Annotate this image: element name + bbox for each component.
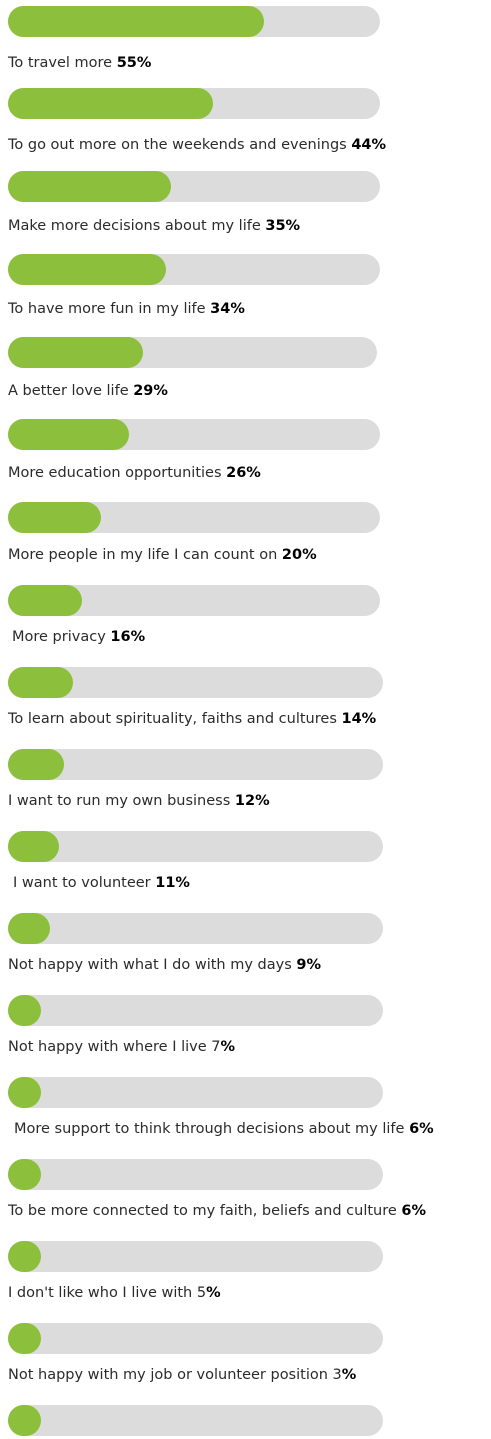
bar-track [8,88,380,119]
bar-track [8,337,377,368]
bar-label: To travel more 55% [8,53,151,73]
bar-value-label: 6% [401,1203,427,1219]
bar-label-text: Not happy with my job or volunteer posit… [8,1367,328,1383]
bar-label: More privacy 16% [12,627,145,647]
bar-value-label: 29% [133,383,168,399]
bar-fill [8,88,213,119]
bar-fill [8,1405,41,1436]
bar-label: Not happy with where I live 7% [8,1037,235,1057]
bar-track [8,254,380,285]
bar-value-label: % [206,1285,221,1301]
bar-track [8,667,383,698]
bar-value-label: 11% [155,875,190,891]
bar-value-label: 44% [351,137,387,153]
bar-value-number: 3 [332,1367,342,1383]
bar-value-label: 16% [110,629,146,645]
bar-label: Not happy with my job or volunteer posit… [8,1365,356,1385]
bar-fill [8,171,171,202]
bar-label-text: To go out more on the weekends and eveni… [8,137,347,153]
bar-label: A better love life 29% [8,381,168,401]
bar-value-label: 20% [281,547,317,563]
bar-track [8,171,380,202]
bar-label: To be more connected to my faith, belief… [8,1201,426,1221]
bar-label-text: To learn about spirituality, faiths and … [8,711,337,727]
bar-fill [8,831,59,862]
bar-label-text: I want to run my own business [8,793,231,809]
bar-value-label: 6% [409,1121,434,1137]
bar-label-text: Not happy with what I do with my days [8,957,292,973]
bar-fill [8,1241,41,1272]
bar-track [8,419,380,450]
bar-value-label: 12% [234,793,270,809]
bar-label-text: Make more decisions about my life [8,218,261,234]
bar-label-text: To travel more [8,55,113,71]
bar-fill [8,254,166,285]
bar-fill [8,995,41,1026]
bar-track [8,6,380,37]
bar-label-text: To have more fun in my life [8,301,206,317]
bar-track [8,1405,383,1436]
bar-fill [8,1159,41,1190]
bar-label: To have more fun in my life 34% [8,299,245,319]
bar-track [8,913,383,944]
bar-track [8,502,380,533]
bar-label: Not happy with what I do with my days 9% [8,955,321,975]
bar-track [8,749,383,780]
bar-label-text: More education opportunities [8,465,222,481]
bar-fill [8,419,129,450]
bar-fill [8,6,264,37]
bar-value-label: 9% [296,957,322,973]
bar-track [8,1077,383,1108]
bar-track [8,1323,383,1354]
bar-label: To go out more on the weekends and eveni… [8,135,386,155]
bar-fill [8,667,73,698]
bar-track [8,1159,383,1190]
bar-track [8,831,383,862]
bar-label-text: To be more connected to my faith, belief… [8,1203,397,1219]
bar-value-number: 5 [196,1285,207,1301]
bar-label-text: More people in my life I can count on [8,547,278,563]
bar-value-label: 26% [226,465,261,481]
bar-label: More people in my life I can count on 20… [8,545,317,565]
bar-track [8,585,380,616]
bar-fill [8,502,101,533]
bar-value-label: 35% [265,218,301,234]
bar-label-text: Not happy with where I live [8,1039,207,1055]
bar-label: More support to think through decisions … [14,1119,434,1139]
bar-label-text: I want to volunteer [13,875,151,891]
bar-label-text: I don't like who I live with [8,1285,193,1301]
bar-value-label: % [341,1367,357,1383]
bar-label: I don't like who I live with 5% [8,1283,221,1303]
bar-label: I want to volunteer 11% [13,873,190,893]
bar-fill [8,1077,41,1108]
bar-label-text: More privacy [12,629,106,645]
bar-value-number: 7 [211,1039,221,1055]
bar-fill [8,749,64,780]
bar-fill [8,585,82,616]
bar-label: More education opportunities 26% [8,463,261,483]
bar-fill [8,913,50,944]
bar-label-text: More support to think through decisions … [14,1121,405,1137]
bar-label: To learn about spirituality, faiths and … [8,709,376,729]
bar-label: I want to run my own business 12% [8,791,270,811]
bar-value-label: % [220,1039,236,1055]
bar-value-label: 14% [341,711,377,727]
bar-fill [8,337,143,368]
bar-label-text: A better love life [8,383,129,399]
bar-track [8,995,383,1026]
bar-value-label: 34% [210,301,245,317]
bar-fill [8,1323,41,1354]
bar-value-label: 55% [116,55,152,71]
bar-track [8,1241,383,1272]
bar-label: Make more decisions about my life 35% [8,216,300,236]
